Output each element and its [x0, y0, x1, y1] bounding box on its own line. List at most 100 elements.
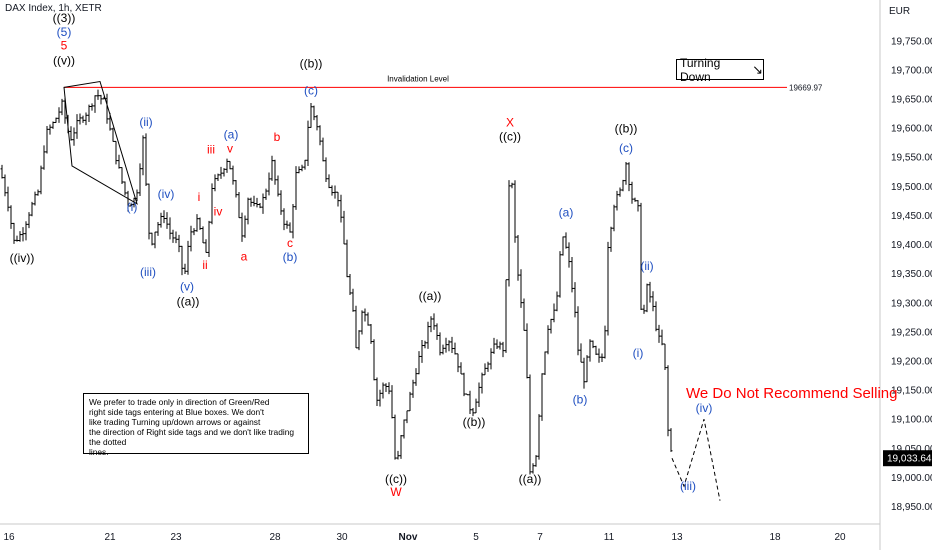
price-bar: [657, 324, 661, 343]
price-bar: [288, 222, 292, 233]
price-bar: [276, 175, 280, 197]
price-bar: [432, 313, 436, 330]
price-bar: [525, 323, 529, 379]
price-bar: [516, 234, 520, 281]
price-bar: [348, 274, 352, 296]
price-bar: [630, 181, 634, 204]
wave-label: ((3)): [53, 11, 76, 25]
price-bar: [75, 114, 79, 139]
price-bar: [429, 316, 433, 333]
price-bar: [477, 382, 481, 407]
price-bar: [582, 357, 586, 389]
wave-label: (c): [304, 83, 318, 97]
wave-label: ((c)): [499, 129, 521, 143]
wave-label: (a): [559, 206, 574, 220]
price-bar: [621, 179, 625, 192]
price-bar: [171, 229, 175, 243]
price-bar: [60, 98, 64, 116]
x-tick-label: 16: [3, 532, 15, 543]
turning-down-label: Turning Down: [680, 55, 721, 84]
price-bar: [360, 310, 364, 335]
price-bar: [390, 385, 394, 419]
price-bar: [609, 226, 613, 252]
price-bar: [174, 231, 178, 244]
price-bar: [327, 174, 331, 189]
price-bar: [159, 212, 163, 228]
price-bar: [45, 126, 49, 154]
price-bar: [651, 291, 655, 312]
last-price-label: 19,033.64: [887, 454, 932, 465]
price-bar: [93, 95, 97, 113]
price-bar: [150, 232, 154, 246]
wave-label: (iv): [158, 187, 175, 201]
wave-label: iv: [214, 204, 223, 218]
price-bar: [597, 348, 601, 363]
price-bar: [129, 203, 133, 207]
wave-label: a: [241, 249, 248, 263]
price-bar: [414, 368, 418, 386]
wave-label: X: [506, 115, 514, 129]
price-bar: [483, 363, 487, 376]
y-tick-label: 19,050.00: [891, 444, 932, 455]
y-tick-label: 19,750.00: [891, 36, 932, 47]
price-bar: [420, 339, 424, 363]
price-bar: [18, 231, 22, 242]
invalidation-value-label: 19669.97: [789, 83, 823, 92]
price-bar: [141, 135, 145, 176]
price-bar: [498, 341, 502, 350]
price-bar: [246, 197, 250, 225]
price-bar: [561, 236, 565, 256]
price-bar: [72, 127, 76, 146]
price-bar: [444, 337, 448, 353]
price-bar: [90, 103, 94, 111]
price-bar: [648, 281, 652, 303]
price-bar: [507, 180, 511, 287]
price-bar: [396, 450, 400, 460]
wave-label: (b): [573, 392, 588, 406]
price-bar: [207, 220, 211, 258]
price-bar: [180, 245, 184, 276]
price-bar: [504, 279, 508, 353]
price-bar: [654, 301, 658, 332]
price-bar: [465, 393, 469, 396]
price-bar: [378, 389, 382, 407]
price-bar: [315, 115, 319, 131]
price-bar: [624, 161, 628, 185]
price-bar: [468, 390, 472, 415]
price-bar: [486, 361, 490, 372]
wave-label: ((b)): [615, 122, 638, 136]
price-bar: [33, 191, 37, 206]
price-bar: [549, 318, 553, 334]
wave-label: (b): [283, 250, 298, 264]
price-bar: [192, 228, 196, 236]
price-bar: [162, 210, 166, 224]
price-bar: [318, 125, 322, 146]
price-bar: [471, 408, 475, 417]
price-bar: [564, 232, 568, 249]
price-bar: [258, 203, 262, 209]
price-bar: [660, 329, 664, 346]
price-bar: [387, 382, 391, 395]
price-bar: [456, 353, 460, 373]
y-tick-label: 19,100.00: [891, 415, 932, 426]
x-tick-label: 13: [671, 532, 683, 543]
price-bar: [195, 214, 199, 232]
price-bar: [519, 269, 523, 308]
wave-label: 5: [61, 38, 68, 52]
price-bar: [342, 210, 346, 245]
currency-label[interactable]: EUR: [889, 6, 911, 17]
price-bar: [138, 163, 142, 196]
wave-label: (iii): [140, 265, 156, 279]
wave-label: ((v)): [53, 54, 75, 68]
price-bar: [123, 181, 127, 196]
price-bar: [375, 377, 379, 406]
wave-label: (v): [180, 280, 194, 294]
price-bar: [513, 180, 517, 243]
price-bar: [255, 197, 259, 208]
price-bar: [0, 164, 4, 179]
price-bar: [489, 348, 493, 370]
y-tick-label: 19,500.00: [891, 182, 932, 193]
x-tick-label: 7: [537, 532, 543, 543]
